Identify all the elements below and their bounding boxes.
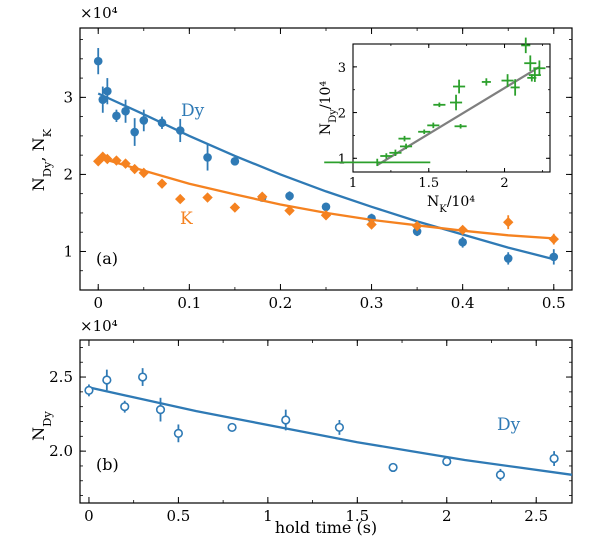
dy-b-fit-line (88, 386, 573, 476)
dy-point (458, 237, 467, 247)
dy-point (98, 95, 108, 104)
dy-b-point (120, 402, 130, 412)
y-tick-label: 1 (63, 242, 73, 260)
k-point (229, 202, 241, 213)
k-point (257, 191, 268, 202)
x-tick-label: 0.1 (177, 294, 201, 312)
x-tick-label: 1.5 (345, 507, 369, 525)
k-point (548, 233, 559, 245)
dy-b-point (227, 422, 237, 433)
y-tick-label: 1 (338, 152, 346, 167)
x-tick-label: 1 (263, 507, 273, 525)
x-tick-label: 2 (442, 507, 452, 525)
dy-b-point (388, 462, 398, 473)
x-tick-label: 0 (84, 507, 94, 525)
x-tick-label: 2.5 (524, 507, 548, 525)
panel-b-dy-label: Dy (497, 415, 521, 435)
dy-b-point (334, 422, 345, 433)
x-tick-label: 1.5 (418, 176, 439, 191)
y-tick-label: 2.5 (49, 368, 73, 386)
panel-a-k-label: K (180, 209, 193, 229)
dy-b-point (495, 470, 506, 480)
dy-b-point (138, 372, 148, 382)
panel-a-ylabel: NDy, NK (29, 128, 54, 191)
k-point (202, 192, 213, 203)
x-tick-label: 2 (500, 176, 508, 191)
k-point (120, 158, 131, 169)
panel-b-series (84, 368, 573, 481)
dy-b-point (442, 456, 452, 467)
panel-b-xlabel: hold time (s) (275, 518, 377, 537)
k-point (366, 219, 377, 230)
k-point (93, 156, 104, 167)
dy-point (103, 86, 112, 96)
dy-b-point (281, 415, 291, 425)
k-point (411, 220, 423, 232)
inset-xlabel: NK/10⁴ (427, 194, 475, 215)
y-tick-label: 2 (338, 107, 346, 122)
y-tick-label: 2.0 (49, 442, 73, 460)
dy-point (412, 227, 422, 236)
panel-a-inset: 1 1.5 2 1 2 3 NK/10⁴ NDy/10⁴ (318, 37, 551, 215)
k-point (175, 193, 186, 205)
k-point (102, 153, 113, 165)
inset-fit-line (376, 65, 540, 167)
k-point (320, 210, 332, 221)
k-point (129, 163, 140, 175)
k-point (138, 167, 149, 179)
dy-point (157, 118, 167, 128)
k-point (284, 205, 295, 216)
dy-point (139, 116, 149, 125)
dy-point (230, 157, 240, 166)
dy-point (549, 252, 559, 262)
dy-b-point (84, 385, 94, 395)
panel-b-scale-label: ×10⁴ (80, 317, 118, 335)
dy-point (503, 254, 513, 263)
k-point (97, 151, 108, 162)
dy-point (203, 153, 212, 162)
inset-series (324, 37, 546, 167)
dy-point (130, 127, 139, 137)
y-tick-label: 2 (63, 165, 73, 183)
k-point (111, 155, 122, 166)
dy-point (285, 191, 294, 201)
inset-frame (352, 43, 551, 173)
panel-b-label: (b) (96, 455, 119, 474)
dy-point (112, 111, 121, 121)
panel-a-ticks: 0 0.1 0.2 0.3 0.4 0.5 1 2 3 (63, 28, 572, 312)
panel-a: 0 0.1 0.2 0.3 0.4 0.5 1 2 3 ×10⁴ (a) Dy K NDy, N… (29, 4, 573, 312)
panel-a-scale-label: ×10⁴ (80, 4, 118, 22)
y-tick-label: 3 (338, 61, 346, 76)
panel-a-label: (a) (96, 249, 118, 268)
k-point (503, 216, 514, 228)
x-tick-label: 0 (93, 294, 103, 312)
x-tick-label: 0.5 (542, 294, 566, 312)
inset-ylabel: NDy/10⁴ (318, 81, 339, 136)
panel-b-ticks: 0 0.5 1 1.5 2 2.5 2.0 2.5 (49, 340, 572, 525)
x-tick-label: 0.4 (451, 294, 475, 312)
panel-b-ylabel: NDy (29, 411, 54, 441)
panel-a-dy-label: Dy (181, 101, 205, 121)
x-tick-label: 0.3 (360, 294, 384, 312)
dy-fit-line (97, 92, 555, 261)
y-tick-label: 3 (63, 88, 73, 106)
dy-b-point (102, 375, 112, 385)
x-tick-label: 1 (349, 176, 357, 191)
x-tick-label: 0.5 (166, 507, 190, 525)
panel-b: 0 0.5 1 1.5 2 2.5 2.0 2.5 ×10⁴ (b) Dy NDy hold … (29, 317, 573, 537)
inset-ticks: 1 1.5 2 1 2 3 (338, 43, 550, 191)
k-point (156, 178, 168, 189)
dy-b-point (155, 405, 166, 415)
dy-b-point (173, 428, 183, 438)
dy-point (93, 56, 103, 66)
panel-a-series (93, 48, 559, 265)
dy-point (121, 106, 130, 116)
dy-b-point (549, 453, 559, 464)
dy-point (321, 202, 331, 212)
dy-point (175, 126, 185, 135)
x-tick-label: 0.2 (269, 294, 293, 312)
k-point (457, 224, 468, 236)
